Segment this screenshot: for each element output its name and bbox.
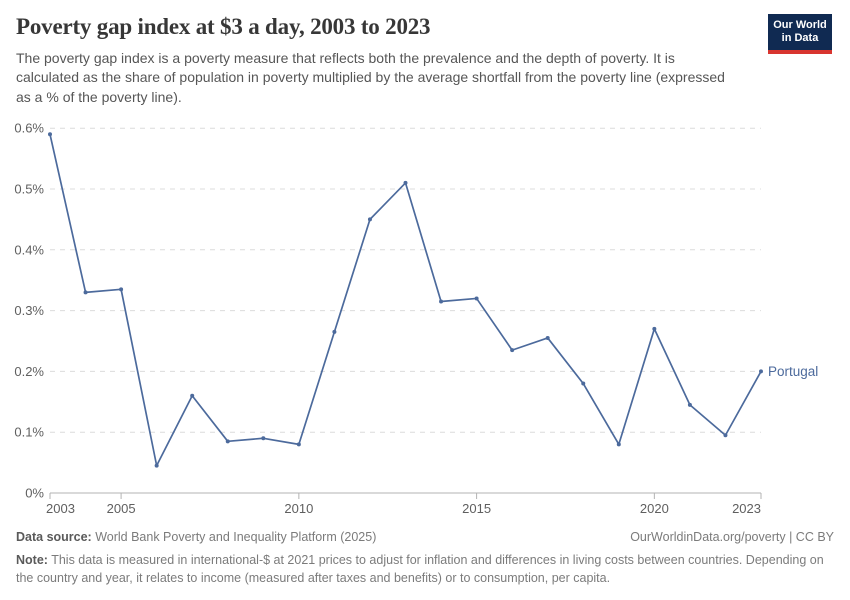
data-point-2005[interactable] [119, 287, 124, 292]
series-label-portugal: Portugal [768, 364, 818, 379]
y-axis-label-0.5%: 0.5% [14, 182, 44, 197]
note-label: Note: [16, 553, 48, 567]
owid-logo[interactable]: Our World in Data [768, 14, 832, 54]
data-point-2007[interactable] [190, 393, 195, 398]
data-point-2020[interactable] [652, 326, 657, 331]
x-axis-label-2010: 2010 [284, 501, 313, 516]
data-point-2004[interactable] [83, 290, 88, 295]
y-axis-label-0.1%: 0.1% [14, 425, 44, 440]
y-axis-label-0.4%: 0.4% [14, 242, 44, 257]
data-point-2003[interactable] [48, 132, 52, 137]
data-point-2014[interactable] [439, 299, 444, 304]
note-text: This data is measured in international-$… [16, 553, 824, 585]
data-source-line: Data source: World Bank Poverty and Ineq… [16, 530, 376, 544]
x-axis-label-2015: 2015 [462, 501, 491, 516]
y-axis-label-0%: 0% [25, 486, 44, 501]
owid-logo-line1: Our World [773, 18, 827, 31]
data-point-2010[interactable] [296, 442, 301, 447]
data-source-text: World Bank Poverty and Inequality Platfo… [91, 530, 377, 544]
data-source-label: Data source: [16, 530, 92, 544]
data-point-2019[interactable] [616, 442, 621, 447]
y-axis-label-0.6%: 0.6% [14, 121, 44, 136]
data-point-2018[interactable] [581, 381, 586, 386]
data-point-2016[interactable] [510, 348, 515, 353]
owid-logo-line2: in Data [781, 32, 819, 44]
data-point-2017[interactable] [545, 335, 550, 340]
note-line: Note: This data is measured in internati… [16, 552, 834, 587]
chart-footer: Data source: World Bank Poverty and Ineq… [16, 530, 834, 587]
x-axis-label-2005: 2005 [107, 501, 136, 516]
x-axis-label-2023: 2023 [732, 501, 761, 516]
data-point-2006[interactable] [154, 463, 159, 468]
data-point-2023[interactable] [759, 369, 763, 374]
y-axis-label-0.3%: 0.3% [14, 303, 44, 318]
x-axis-label-2003: 2003 [46, 501, 75, 516]
page-title: Poverty gap index at $3 a day, 2003 to 2… [16, 14, 431, 39]
data-point-2015[interactable] [474, 296, 479, 301]
attribution-link[interactable]: OurWorldinData.org/poverty | CC BY [630, 530, 834, 544]
data-point-2021[interactable] [687, 402, 692, 407]
data-point-2022[interactable] [723, 433, 728, 438]
data-point-2008[interactable] [225, 439, 230, 444]
chart-header: Poverty gap index at $3 a day, 2003 to 2… [16, 14, 834, 107]
chart-subtitle: The poverty gap index is a poverty measu… [16, 50, 725, 105]
data-point-2009[interactable] [261, 436, 266, 441]
data-point-2011[interactable] [332, 329, 337, 334]
x-axis-label-2020: 2020 [640, 501, 669, 516]
data-point-2012[interactable] [367, 217, 372, 222]
y-axis-label-0.2%: 0.2% [14, 364, 44, 379]
data-point-2013[interactable] [403, 180, 408, 185]
